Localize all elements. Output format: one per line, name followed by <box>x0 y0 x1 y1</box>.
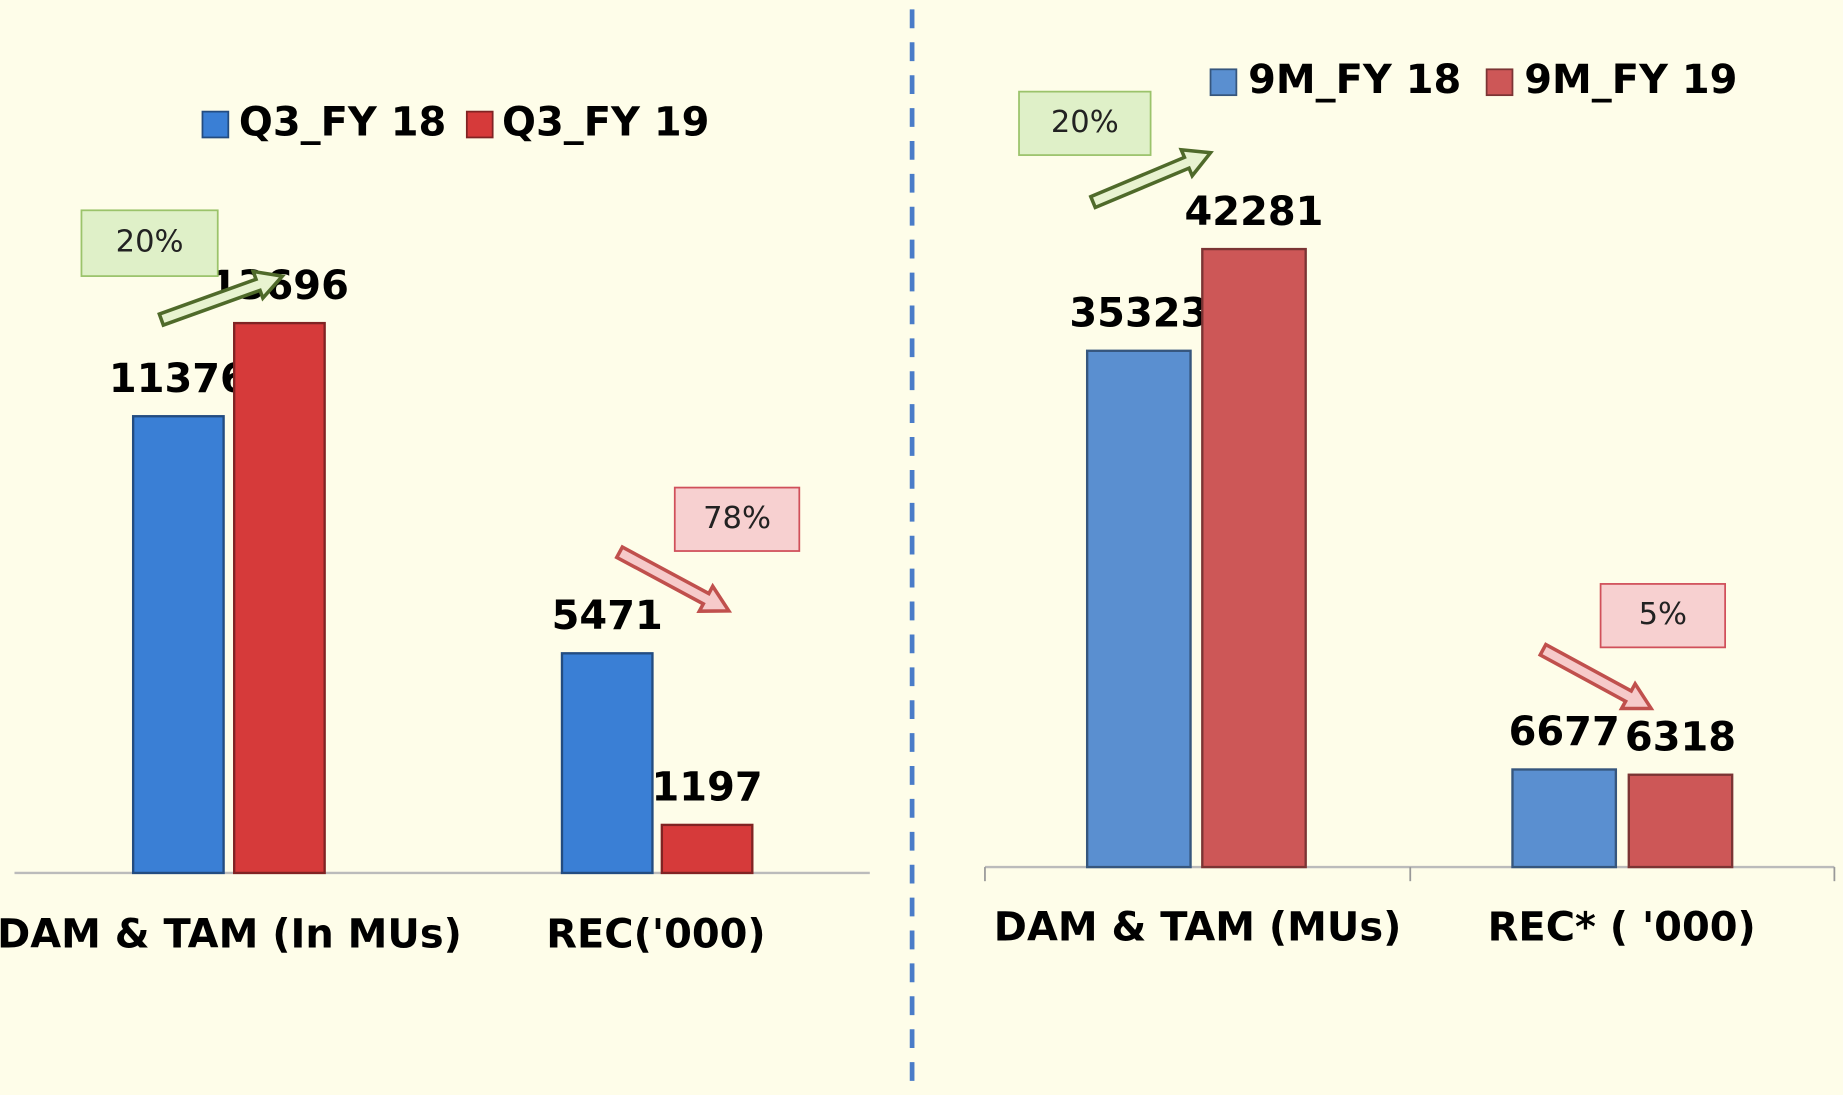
category-label: REC('000) <box>546 911 765 957</box>
data-label: 6677 <box>1509 709 1620 755</box>
bar <box>1201 247 1307 869</box>
trend-arrow <box>1537 642 1655 711</box>
category-label: REC* ( '000) <box>1488 904 1756 950</box>
annotation-text: 5% <box>1639 597 1687 632</box>
data-label: 6318 <box>1625 714 1736 760</box>
annotation-text: 20% <box>116 225 184 260</box>
data-label: 5471 <box>552 593 663 639</box>
legend-swatch <box>465 110 494 139</box>
bar <box>131 415 225 875</box>
trend-arrow <box>1088 147 1214 210</box>
trend-arrow <box>614 544 733 613</box>
annotation-box <box>80 209 219 277</box>
bar <box>560 652 654 875</box>
annotation-box <box>673 486 801 552</box>
category-label: DAM & TAM (In MUs) <box>0 911 462 957</box>
trend-arrow <box>157 269 286 328</box>
legend-swatch <box>1209 68 1238 97</box>
legend-swatch <box>1485 68 1514 97</box>
bar <box>1511 768 1618 869</box>
legend-label: 9M_FY 18 <box>1248 57 1461 103</box>
data-label: 42281 <box>1185 189 1324 235</box>
annotation-box <box>1018 90 1152 156</box>
data-label: 11376 <box>109 356 248 402</box>
legend-swatch <box>201 110 230 139</box>
bar <box>660 823 754 875</box>
data-label: 35323 <box>1069 291 1208 337</box>
category-label: DAM & TAM (MUs) <box>994 904 1402 950</box>
legend-label: 9M_FY 19 <box>1524 57 1737 103</box>
annotation-box <box>1599 583 1727 649</box>
bar <box>233 321 326 875</box>
legend-label: Q3_FY 18 <box>239 100 446 146</box>
bar <box>1627 773 1734 869</box>
data-label: 1197 <box>652 765 763 811</box>
legend-label: Q3_FY 19 <box>502 100 709 146</box>
annotation-text: 78% <box>703 501 771 536</box>
bar <box>1085 349 1192 869</box>
annotation-text: 20% <box>1051 105 1119 140</box>
